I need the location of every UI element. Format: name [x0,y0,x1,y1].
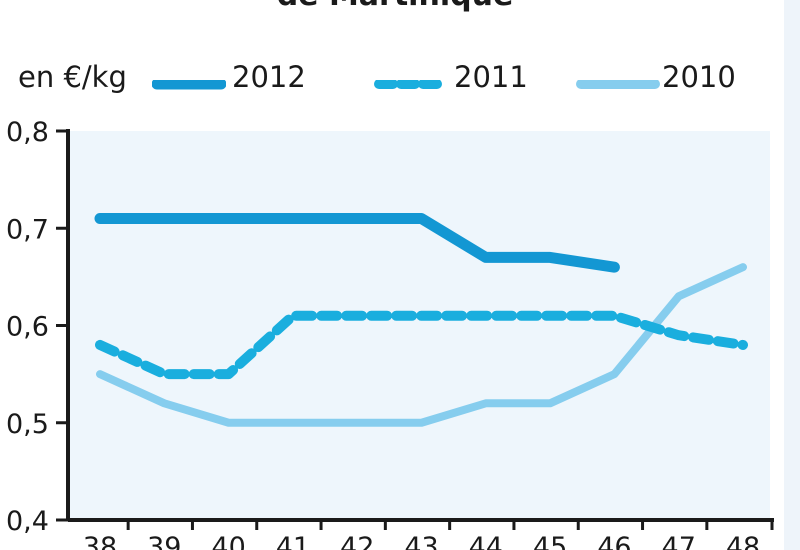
x-tick-label: 45 [533,532,567,550]
x-tick-label: 41 [276,532,310,550]
plot-area [68,131,770,520]
x-tick-label: 48 [726,532,760,550]
y-tick-label: 0,4 [6,506,49,537]
series-line-2012 [94,213,620,273]
legend-item-2011: 2011 [374,60,534,100]
legend-swatch-2012 [152,80,226,90]
legend-item-2010: 2010 [576,60,736,100]
y-tick-label: 0,5 [6,409,49,440]
legend-item-2012: 2012 [152,60,312,100]
unit-label: en €/kg [18,60,127,94]
y-tick-label: 0,8 [6,117,49,148]
y-tick-label: 0,7 [6,214,49,245]
x-tick-label: 46 [597,532,631,550]
x-tick-label: 43 [404,532,438,550]
x-tick-label: 42 [340,532,374,550]
x-tick-label: 44 [469,532,503,550]
legend-label-2012: 2012 [232,60,306,94]
x-tick-label: 38 [83,532,117,550]
x-tick-label: 39 [147,532,181,550]
legend-label-2011: 2011 [454,60,528,94]
legend-swatch-2010 [576,80,660,89]
chart-title: de Martinique [0,0,790,13]
legend-label-2010: 2010 [662,60,736,94]
y-tick-label: 0,6 [6,312,49,343]
right-edge-panel [784,0,800,550]
legend-swatch-2011 [374,80,448,89]
x-tick-label: 40 [211,532,245,550]
x-tick-label: 47 [662,532,696,550]
series-line-2010 [96,263,747,427]
series-line-2011 [95,310,748,380]
